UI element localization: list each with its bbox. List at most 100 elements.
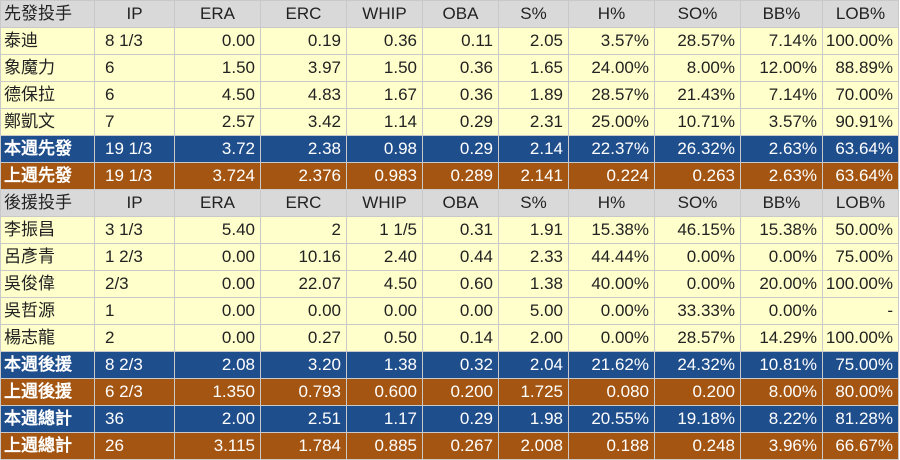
- era-cell: 3.115: [174, 432, 261, 460]
- column-header-h-pct: H%: [568, 189, 655, 217]
- column-header-bb-pct: BB%: [740, 189, 823, 217]
- erc-cell: 3.42: [260, 108, 347, 136]
- whip-cell: 2.40: [346, 243, 423, 271]
- oba-cell: 0.29: [422, 135, 499, 163]
- h-pct-cell: 44.44%: [568, 243, 655, 271]
- column-header-whip: WHIP: [346, 189, 423, 217]
- column-header-so-pct: SO%: [654, 189, 741, 217]
- bb-pct-cell: 20.00%: [740, 270, 823, 298]
- era-cell: 0.00: [174, 297, 261, 325]
- era-cell: 2.08: [174, 351, 261, 379]
- s-pct-cell: 2.00: [498, 324, 569, 352]
- whip-cell: 0.00: [346, 297, 423, 325]
- whip-cell: 1.17: [346, 405, 423, 433]
- lob-pct-cell: 88.89%: [822, 54, 899, 82]
- totals-last-week-row: 上週總計 26 3.115 1.784 0.885 0.267 2.008 0.188 0.24…: [0, 432, 899, 460]
- row-label: 本週後援: [0, 351, 95, 379]
- h-pct-cell: 24.00%: [568, 54, 655, 82]
- starter-row: 德保拉 6 4.50 4.83 1.67 0.36 1.89 28.57% 21.43% 7.14…: [0, 81, 899, 109]
- so-pct-cell: 19.18%: [654, 405, 741, 433]
- bb-pct-cell: 7.14%: [740, 81, 823, 109]
- h-pct-cell: 0.188: [568, 432, 655, 460]
- h-pct-cell: 0.080: [568, 378, 655, 406]
- so-pct-cell: 0.00%: [654, 243, 741, 271]
- era-cell: 4.50: [174, 81, 261, 109]
- row-label: 本週總計: [0, 405, 95, 433]
- bb-pct-cell: 2.63%: [740, 162, 823, 190]
- so-pct-cell: 46.15%: [654, 216, 741, 244]
- era-cell: 5.40: [174, 216, 261, 244]
- whip-cell: 0.885: [346, 432, 423, 460]
- reliever-row: 呂彥青 1 2/3 0.00 10.16 2.40 0.44 2.33 44.44% 0.00%…: [0, 243, 899, 271]
- reliever-row: 李振昌 3 1/3 5.40 2 1 1/5 0.31 1.91 15.38% 46.15% 15…: [0, 216, 899, 244]
- h-pct-cell: 22.37%: [568, 135, 655, 163]
- lob-pct-cell: -: [822, 297, 899, 325]
- column-header-s-pct: S%: [498, 189, 569, 217]
- so-pct-cell: 0.263: [654, 162, 741, 190]
- column-header-s-pct: S%: [498, 0, 569, 28]
- whip-cell: 0.98: [346, 135, 423, 163]
- lob-pct-cell: 100.00%: [822, 27, 899, 55]
- column-header-pitcher-name: 先發投手: [0, 0, 95, 28]
- column-header-ip: IP: [94, 0, 175, 28]
- h-pct-cell: 15.38%: [568, 216, 655, 244]
- column-header-oba: OBA: [422, 189, 499, 217]
- bb-pct-cell: 14.29%: [740, 324, 823, 352]
- column-header-oba: OBA: [422, 0, 499, 28]
- oba-cell: 0.29: [422, 405, 499, 433]
- bb-pct-cell: 0.00%: [740, 297, 823, 325]
- era-cell: 0.00: [174, 324, 261, 352]
- row-label: 鄭凱文: [0, 108, 95, 136]
- erc-cell: 3.20: [260, 351, 347, 379]
- oba-cell: 0.60: [422, 270, 499, 298]
- column-header-so-pct: SO%: [654, 0, 741, 28]
- relievers-header-row: 後援投手 IP ERA ERC WHIP OBA S% H% SO% BB% LOB%: [0, 189, 899, 217]
- oba-cell: 0.289: [422, 162, 499, 190]
- era-cell: 2.57: [174, 108, 261, 136]
- starter-row: 象魔力 6 1.50 3.97 1.50 0.36 1.65 24.00% 8.00% 12.00…: [0, 54, 899, 82]
- so-pct-cell: 0.200: [654, 378, 741, 406]
- erc-cell: 0.19: [260, 27, 347, 55]
- oba-cell: 0.32: [422, 351, 499, 379]
- ip-cell: 6: [94, 81, 175, 109]
- starters-this-week-row: 本週先發 19 1/3 3.72 2.38 0.98 0.29 2.14 22.37% 26.3…: [0, 135, 899, 163]
- s-pct-cell: 1.98: [498, 405, 569, 433]
- ip-cell: 8 2/3: [94, 351, 175, 379]
- starters-header-row: 先發投手 IP ERA ERC WHIP OBA S% H% SO% BB% LOB%: [0, 0, 899, 28]
- s-pct-cell: 2.33: [498, 243, 569, 271]
- ip-cell: 6 2/3: [94, 378, 175, 406]
- era-cell: 0.00: [174, 270, 261, 298]
- bb-pct-cell: 10.81%: [740, 351, 823, 379]
- ip-cell: 2: [94, 324, 175, 352]
- column-header-pitcher-name: 後援投手: [0, 189, 95, 217]
- so-pct-cell: 8.00%: [654, 54, 741, 82]
- era-cell: 1.50: [174, 54, 261, 82]
- row-label: 德保拉: [0, 81, 95, 109]
- oba-cell: 0.36: [422, 81, 499, 109]
- erc-cell: 2.51: [260, 405, 347, 433]
- so-pct-cell: 24.32%: [654, 351, 741, 379]
- oba-cell: 0.29: [422, 108, 499, 136]
- whip-cell: 0.50: [346, 324, 423, 352]
- ip-cell: 1 2/3: [94, 243, 175, 271]
- h-pct-cell: 0.00%: [568, 324, 655, 352]
- ip-cell: 19 1/3: [94, 135, 175, 163]
- erc-cell: 1.784: [260, 432, 347, 460]
- oba-cell: 0.36: [422, 54, 499, 82]
- s-pct-cell: 2.14: [498, 135, 569, 163]
- bb-pct-cell: 3.57%: [740, 108, 823, 136]
- so-pct-cell: 21.43%: [654, 81, 741, 109]
- row-label: 楊志龍: [0, 324, 95, 352]
- lob-pct-cell: 75.00%: [822, 243, 899, 271]
- s-pct-cell: 2.31: [498, 108, 569, 136]
- ip-cell: 8 1/3: [94, 27, 175, 55]
- erc-cell: 4.83: [260, 81, 347, 109]
- column-header-bb-pct: BB%: [740, 0, 823, 28]
- bb-pct-cell: 3.96%: [740, 432, 823, 460]
- erc-cell: 0.00: [260, 297, 347, 325]
- oba-cell: 0.200: [422, 378, 499, 406]
- lob-pct-cell: 75.00%: [822, 351, 899, 379]
- row-label: 本週先發: [0, 135, 95, 163]
- column-header-lob-pct: LOB%: [822, 0, 899, 28]
